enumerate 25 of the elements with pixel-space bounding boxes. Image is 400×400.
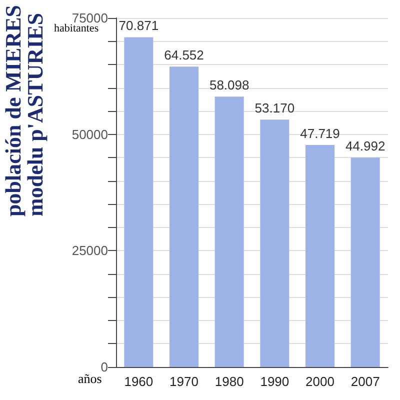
text: población de MIERES modelu p'ASTURIES [0,4,48,216]
data-label: 58.098 [209,78,250,93]
bar [169,66,199,367]
data-label: 47.719 [300,126,340,141]
x-tick-label: 1970 [170,374,198,389]
y-tick-label: 0 [100,360,108,374]
y-tick-label: 50000 [72,126,108,142]
bar [305,144,335,367]
data-label: 44.992 [345,138,386,154]
data-label: 53.170 [254,100,295,116]
x-tick-label: 1980 [214,374,244,389]
y-tick-label: 25000 [72,243,108,258]
x-tick-label: 2000 [306,374,334,389]
bar [214,96,244,367]
data-label: 64.552 [164,48,204,63]
y-tick-label: 75000 [72,10,108,26]
bar [124,37,154,367]
bar [350,158,380,367]
x-tick-label: 2007 [350,374,380,389]
x-tick-label: 1960 [124,374,154,389]
y-axis-title: habitantes [54,22,99,34]
data-label: 70.871 [118,18,159,34]
bar [260,120,290,367]
x-axis-title: años [78,371,102,386]
x-tick-label: 1990 [260,374,290,389]
